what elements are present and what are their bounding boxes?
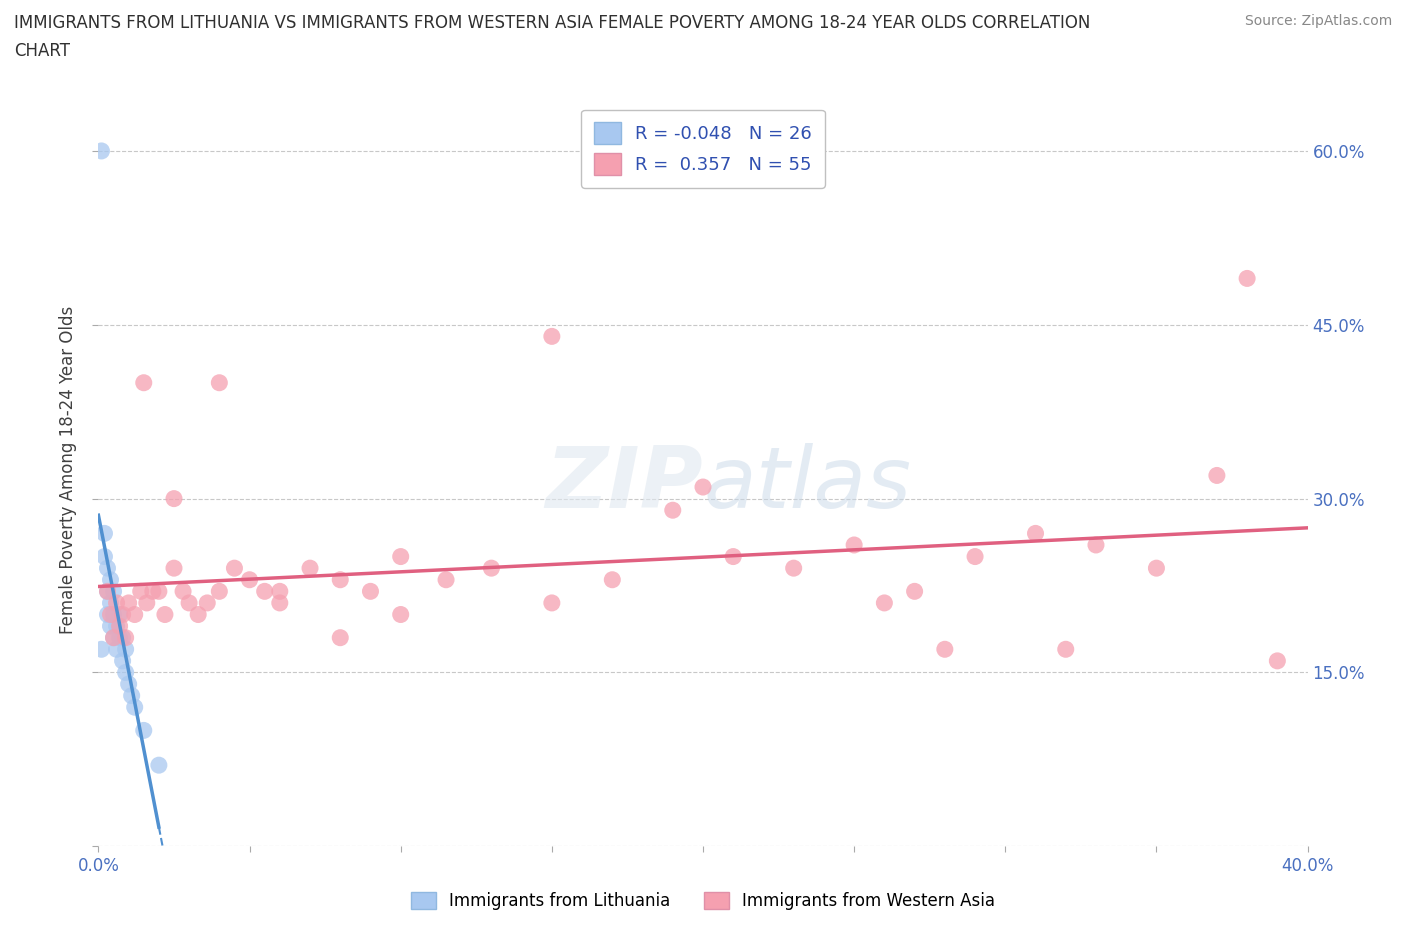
Point [239, 572, 262, 587]
Point [103, 631, 125, 645]
Point [108, 607, 131, 622]
Legend: Immigrants from Lithuania, Immigrants from Western Asia: Immigrants from Lithuania, Immigrants fr… [404, 885, 1002, 917]
Point [1085, 538, 1108, 552]
Point [121, 688, 143, 703]
Point [540, 329, 562, 344]
Text: IMMIGRANTS FROM LITHUANIA VS IMMIGRANTS FROM WESTERN ASIA FEMALE POVERTY AMONG 1: IMMIGRANTS FROM LITHUANIA VS IMMIGRANTS … [14, 14, 1091, 32]
Point [114, 642, 136, 657]
Y-axis label: Female Poverty Among 18-24 Year Olds: Female Poverty Among 18-24 Year Olds [59, 306, 77, 633]
Point [1024, 526, 1046, 541]
Point [93, 526, 115, 541]
Point [195, 595, 218, 610]
Point [153, 607, 176, 622]
Text: CHART: CHART [14, 42, 70, 60]
Point [118, 595, 141, 610]
Point [111, 607, 134, 622]
Legend: R = -0.048   N = 26, R =  0.357   N = 55: R = -0.048 N = 26, R = 0.357 N = 55 [581, 110, 825, 188]
Point [434, 572, 457, 587]
Point [1267, 654, 1289, 669]
Text: Source: ZipAtlas.com: Source: ZipAtlas.com [1244, 14, 1392, 28]
Point [96, 584, 118, 599]
Point [108, 631, 131, 645]
Point [118, 677, 141, 692]
Point [208, 376, 231, 391]
Point [661, 503, 683, 518]
Text: ZIP: ZIP [546, 444, 703, 526]
Point [163, 561, 186, 576]
Point [90, 143, 112, 158]
Point [299, 561, 322, 576]
Point [90, 642, 112, 657]
Point [934, 642, 956, 657]
Point [224, 561, 246, 576]
Point [389, 549, 412, 564]
Point [100, 607, 122, 622]
Point [105, 642, 128, 657]
Point [105, 618, 128, 633]
Point [965, 549, 987, 564]
Point [540, 595, 562, 610]
Point [93, 549, 115, 564]
Point [100, 572, 122, 587]
Point [114, 665, 136, 680]
Point [1206, 468, 1229, 483]
Point [142, 584, 165, 599]
Point [132, 376, 155, 391]
Point [111, 631, 134, 645]
Point [723, 549, 745, 564]
Text: atlas: atlas [703, 444, 911, 526]
Point [103, 607, 125, 622]
Point [114, 631, 136, 645]
Point [269, 584, 291, 599]
Point [135, 595, 157, 610]
Point [1236, 271, 1258, 286]
Point [96, 607, 118, 622]
Point [172, 584, 194, 599]
Point [132, 723, 155, 737]
Point [1144, 561, 1167, 576]
Point [253, 584, 276, 599]
Point [329, 631, 352, 645]
Point [105, 595, 128, 610]
Point [481, 561, 503, 576]
Point [783, 561, 806, 576]
Point [873, 595, 896, 610]
Point [187, 607, 209, 622]
Point [111, 654, 134, 669]
Point [124, 699, 146, 714]
Point [904, 584, 927, 599]
Point [103, 631, 125, 645]
Point [148, 758, 170, 773]
Point [208, 584, 231, 599]
Point [100, 618, 122, 633]
Point [360, 584, 382, 599]
Point [129, 584, 152, 599]
Point [389, 607, 412, 622]
Point [844, 538, 866, 552]
Point [329, 572, 352, 587]
Point [1054, 642, 1077, 657]
Point [692, 480, 714, 495]
Point [179, 595, 201, 610]
Point [163, 491, 186, 506]
Point [108, 618, 131, 633]
Point [124, 607, 146, 622]
Point [103, 584, 125, 599]
Point [148, 584, 170, 599]
Point [269, 595, 291, 610]
Point [602, 572, 624, 587]
Point [100, 595, 122, 610]
Point [96, 584, 118, 599]
Point [96, 561, 118, 576]
